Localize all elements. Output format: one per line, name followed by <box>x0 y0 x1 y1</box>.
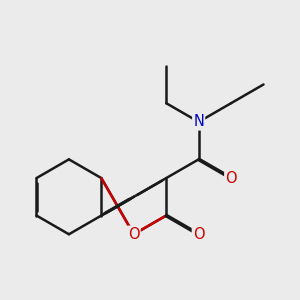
Text: O: O <box>193 227 205 242</box>
Text: O: O <box>225 171 237 186</box>
Text: N: N <box>193 114 204 129</box>
Text: O: O <box>128 227 140 242</box>
